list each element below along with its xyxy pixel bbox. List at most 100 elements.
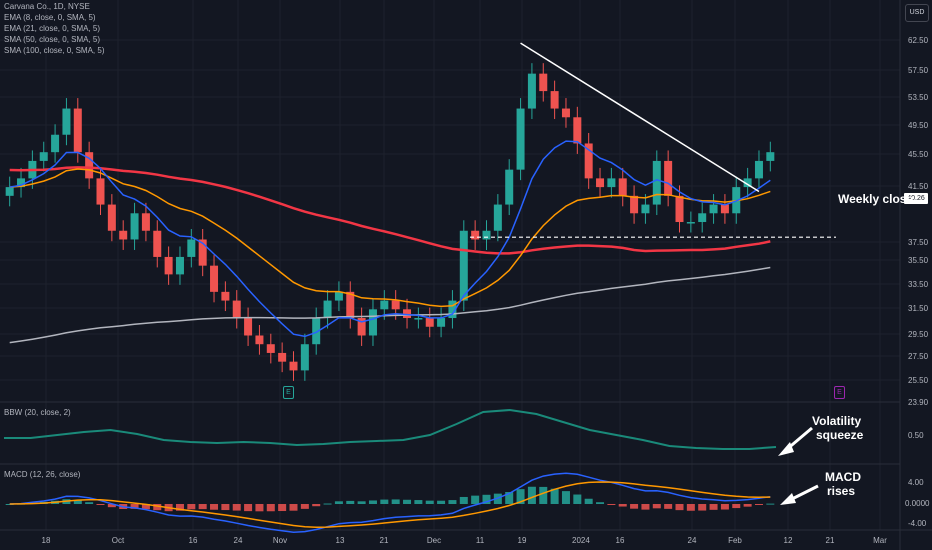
macd-axis-label: -4.00 (908, 519, 927, 528)
price-axis-label: 53.50 (908, 93, 929, 102)
macd-histogram-bar (539, 486, 548, 504)
macd-histogram-bar (630, 504, 639, 509)
macd-histogram-bar (482, 494, 491, 504)
candle-body (459, 230, 468, 301)
macd-histogram-bar (130, 504, 139, 509)
macd-histogram-bar (232, 504, 241, 511)
macd-histogram-bar (686, 504, 695, 511)
macd-histogram-bar (357, 501, 366, 504)
sma50-line (9, 166, 771, 255)
candle-body (346, 291, 355, 319)
bbw-line (4, 408, 777, 450)
sma100-line (9, 266, 771, 344)
macd-axis-label: 0.0000 (905, 499, 930, 508)
candle-body (550, 91, 559, 109)
candle-body (278, 352, 287, 362)
macd-histogram-bar (266, 504, 275, 512)
time-axis-label: 18 (41, 536, 51, 545)
candle-body (720, 204, 729, 214)
candle-body (141, 213, 150, 231)
candle-body (312, 318, 321, 345)
candle-body (414, 318, 423, 320)
indicator-ema8[interactable]: EMA (8, close, 0, SMA, 5) (4, 13, 96, 22)
macd-histogram-bar (153, 504, 162, 511)
macd-axis-label: 4.00 (908, 478, 924, 487)
price-axis-label: 57.50 (908, 66, 929, 75)
candle-body (448, 300, 457, 319)
macd-histogram-bar (596, 502, 605, 504)
indicator-sma100[interactable]: SMA (100, close, 0, SMA, 5) (4, 46, 105, 55)
time-axis-label: 19 (517, 536, 527, 545)
macd-histogram-bar (107, 504, 116, 508)
bbw-indicator-label[interactable]: BBW (20, close, 2) (4, 408, 71, 417)
time-axis-label: Feb (728, 536, 742, 545)
macd-histogram-bar (766, 503, 775, 505)
candle-body (425, 318, 434, 327)
time-axis-label: Dec (426, 536, 442, 545)
candle-body (119, 230, 128, 240)
macd-indicator-label[interactable]: MACD (12, 26, close) (4, 470, 81, 479)
macd-histogram-bar (175, 504, 184, 511)
macd-histogram-bar (368, 500, 377, 504)
candle-body (527, 73, 536, 109)
macd-histogram-bar (85, 502, 94, 504)
indicator-ema21[interactable]: EMA (21, close, 0, SMA, 5) (4, 24, 101, 33)
ema8-line (9, 140, 771, 338)
macd-histogram-bar (244, 504, 253, 512)
currency-button[interactable]: USD (905, 4, 929, 22)
time-axis-label: 21 (379, 536, 389, 545)
price-axis-label: 41.50 (908, 182, 929, 191)
earnings-upcoming-marker[interactable]: E (834, 386, 845, 399)
macd-histogram-bar (505, 492, 514, 504)
macd-histogram-bar (425, 500, 434, 504)
price-axis-label: 27.50 (908, 352, 929, 361)
candle-body (766, 152, 775, 161)
macd-histogram-bar (584, 498, 593, 504)
earnings-marker[interactable]: E (283, 386, 294, 399)
macd-histogram-bar (550, 488, 559, 504)
candle-body (96, 178, 105, 205)
drawing-overlay (470, 42, 836, 238)
macd-histogram-bar (709, 504, 718, 510)
ema21-line (9, 168, 771, 308)
macd-histogram-bar (255, 504, 264, 512)
candle-body (403, 309, 412, 319)
time-axis-label: Nov (272, 536, 288, 545)
weekly-close-label: Weekly close (838, 192, 914, 206)
candle-body (300, 344, 309, 371)
candle-body (62, 108, 71, 135)
candle-body (39, 152, 48, 161)
time-axis-label: 13 (335, 536, 345, 545)
macd-histogram-bar (459, 496, 468, 504)
macd-arrow-head (780, 493, 796, 505)
price-axis-label: 29.50 (908, 330, 929, 339)
macd-histogram-bar (210, 504, 219, 510)
volatility-annotation-line1: Volatility (812, 414, 862, 428)
candle-body (85, 152, 94, 179)
time-axis-label: 11 (475, 536, 485, 545)
time-axis-label: Oct (111, 536, 125, 545)
candle-body (539, 73, 548, 92)
candle-body (754, 160, 763, 179)
macd-annotation-line1: MACD (825, 470, 861, 484)
indicator-sma50[interactable]: SMA (50, close, 0, SMA, 5) (4, 35, 101, 44)
macd-histogram-bar (618, 504, 627, 507)
candle-body (686, 222, 695, 224)
candle-body (5, 187, 14, 196)
time-axis-label: 2024 (572, 536, 590, 545)
macd-histogram-bar (278, 504, 287, 512)
candle-body (198, 239, 207, 266)
candle-body (51, 134, 60, 153)
candle-body (17, 178, 26, 188)
time-axis-label: Mar (873, 536, 887, 545)
candle-body (164, 256, 173, 275)
candle-body (482, 230, 491, 240)
candle-body (618, 178, 627, 196)
price-axis-label: 33.50 (908, 280, 929, 289)
macd-histogram-bar (720, 504, 729, 510)
price-axis-label: 45.50 (908, 150, 929, 159)
macd-histogram-bar (312, 504, 321, 507)
price-axis-label: 62.50 (908, 36, 929, 45)
